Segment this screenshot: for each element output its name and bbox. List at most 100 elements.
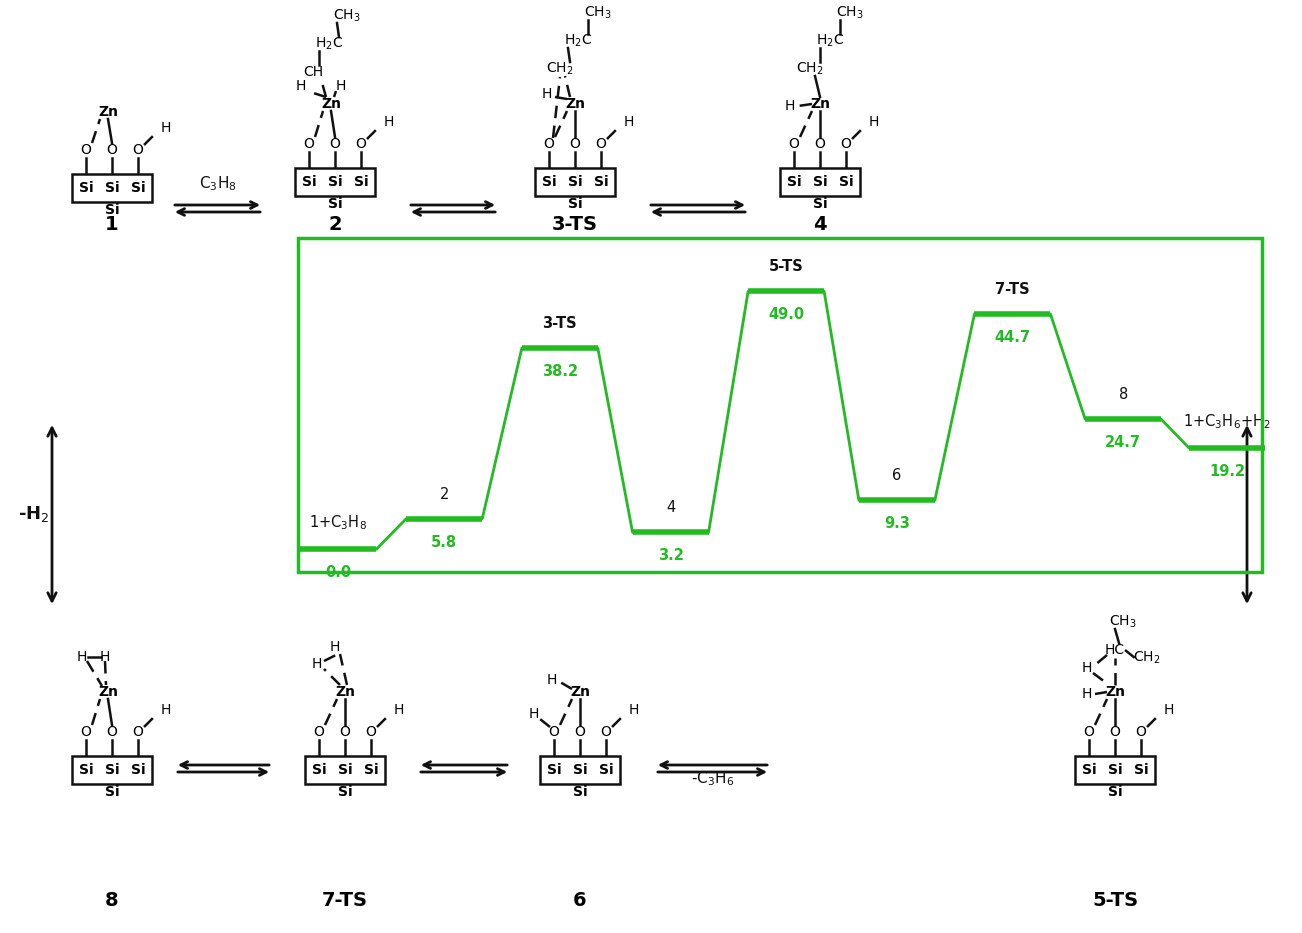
Text: Si: Si — [354, 175, 368, 189]
Text: CH$_3$: CH$_3$ — [585, 5, 612, 21]
Text: Si: Si — [573, 785, 587, 799]
Text: Si: Si — [812, 197, 827, 211]
Text: 5.8: 5.8 — [431, 535, 457, 550]
Text: 4: 4 — [814, 216, 827, 234]
Text: H: H — [329, 640, 340, 654]
Text: H: H — [529, 707, 539, 721]
Text: 5-TS: 5-TS — [768, 259, 803, 274]
Text: CH$_3$: CH$_3$ — [836, 5, 863, 21]
Text: O: O — [133, 725, 143, 739]
Text: Si: Si — [1082, 763, 1096, 777]
Bar — [72, 756, 152, 784]
Text: Si: Si — [130, 181, 146, 195]
Text: 6: 6 — [573, 890, 587, 910]
Text: Si: Si — [594, 175, 608, 189]
Text: Si: Si — [104, 203, 120, 217]
Text: Zn: Zn — [810, 97, 829, 111]
Text: 1+C$_3$H$_8$: 1+C$_3$H$_8$ — [310, 513, 367, 532]
Text: H$_2$C: H$_2$C — [816, 33, 844, 49]
Text: H$_2$C: H$_2$C — [564, 33, 592, 49]
Text: O: O — [841, 137, 852, 151]
Text: Si: Si — [547, 763, 561, 777]
Text: Si: Si — [568, 175, 582, 189]
Text: Zn: Zn — [98, 105, 118, 119]
Text: Si: Si — [302, 175, 316, 189]
Text: 44.7: 44.7 — [995, 330, 1030, 345]
Text: Si: Si — [1108, 785, 1122, 799]
Text: 19.2: 19.2 — [1210, 464, 1245, 480]
Text: 6: 6 — [892, 468, 901, 483]
Text: H: H — [384, 115, 395, 129]
Text: Zn: Zn — [98, 685, 118, 699]
Text: Si: Si — [78, 181, 94, 195]
Text: Si: Si — [328, 175, 342, 189]
Text: O: O — [133, 143, 143, 157]
Text: 1+C$_3$H$_6$+H$_2$: 1+C$_3$H$_6$+H$_2$ — [1184, 412, 1271, 431]
Text: Si: Si — [542, 175, 556, 189]
Bar — [72, 174, 152, 202]
Bar — [540, 756, 620, 784]
Text: O: O — [595, 137, 607, 151]
Text: 3-TS: 3-TS — [552, 216, 598, 234]
Text: H: H — [1082, 687, 1092, 701]
Text: O: O — [548, 725, 560, 739]
Text: Si: Si — [311, 763, 327, 777]
Text: O: O — [1109, 725, 1121, 739]
Text: O: O — [574, 725, 586, 739]
Text: 8: 8 — [105, 890, 118, 910]
Text: Si: Si — [599, 763, 613, 777]
Text: CH$_2$: CH$_2$ — [797, 61, 824, 77]
Text: O: O — [789, 137, 799, 151]
Text: Si: Si — [573, 763, 587, 777]
Text: H: H — [296, 79, 306, 93]
Text: H: H — [542, 87, 552, 101]
Text: H: H — [336, 79, 346, 93]
Text: 7-TS: 7-TS — [322, 890, 368, 910]
Text: Si: Si — [1134, 763, 1148, 777]
Text: H: H — [1082, 661, 1092, 675]
Text: H: H — [547, 673, 557, 687]
Text: O: O — [1135, 725, 1147, 739]
Text: O: O — [1083, 725, 1095, 739]
Text: O: O — [107, 725, 117, 739]
Text: CH$_2$: CH$_2$ — [547, 61, 574, 77]
Text: O: O — [569, 137, 581, 151]
Bar — [298, 238, 1262, 572]
Text: O: O — [815, 137, 825, 151]
Text: O: O — [314, 725, 324, 739]
Text: 3.2: 3.2 — [658, 549, 684, 564]
Text: 0.0: 0.0 — [326, 565, 352, 580]
Text: Si: Si — [568, 197, 582, 211]
Text: 7-TS: 7-TS — [995, 282, 1030, 297]
Text: H: H — [393, 703, 404, 717]
Text: 3-TS: 3-TS — [543, 316, 577, 331]
Text: Zn: Zn — [570, 685, 590, 699]
Bar — [305, 756, 385, 784]
Text: 8: 8 — [1118, 387, 1128, 402]
Text: 5-TS: 5-TS — [1092, 890, 1138, 910]
Text: Si: Si — [104, 181, 120, 195]
Text: 49.0: 49.0 — [768, 307, 805, 322]
Text: O: O — [600, 725, 612, 739]
Text: H: H — [100, 650, 111, 664]
Bar — [1075, 756, 1155, 784]
Text: H: H — [161, 121, 171, 135]
Text: H: H — [629, 703, 639, 717]
Text: Zn: Zn — [565, 97, 585, 111]
Text: CH$_3$: CH$_3$ — [333, 7, 361, 24]
Text: Si: Si — [328, 197, 342, 211]
Text: O: O — [543, 137, 555, 151]
Text: H: H — [868, 115, 879, 129]
Text: -H$_2$: -H$_2$ — [18, 505, 49, 524]
Text: Si: Si — [363, 763, 379, 777]
Text: 38.2: 38.2 — [542, 364, 578, 379]
Text: Si: Si — [130, 763, 146, 777]
Bar — [296, 168, 375, 196]
Text: CH$_3$: CH$_3$ — [1109, 614, 1137, 630]
Text: Si: Si — [337, 785, 353, 799]
Text: Zn: Zn — [322, 97, 341, 111]
Text: 1: 1 — [105, 216, 118, 234]
Text: O: O — [303, 137, 315, 151]
Text: H: H — [1164, 703, 1174, 717]
Text: Si: Si — [812, 175, 827, 189]
